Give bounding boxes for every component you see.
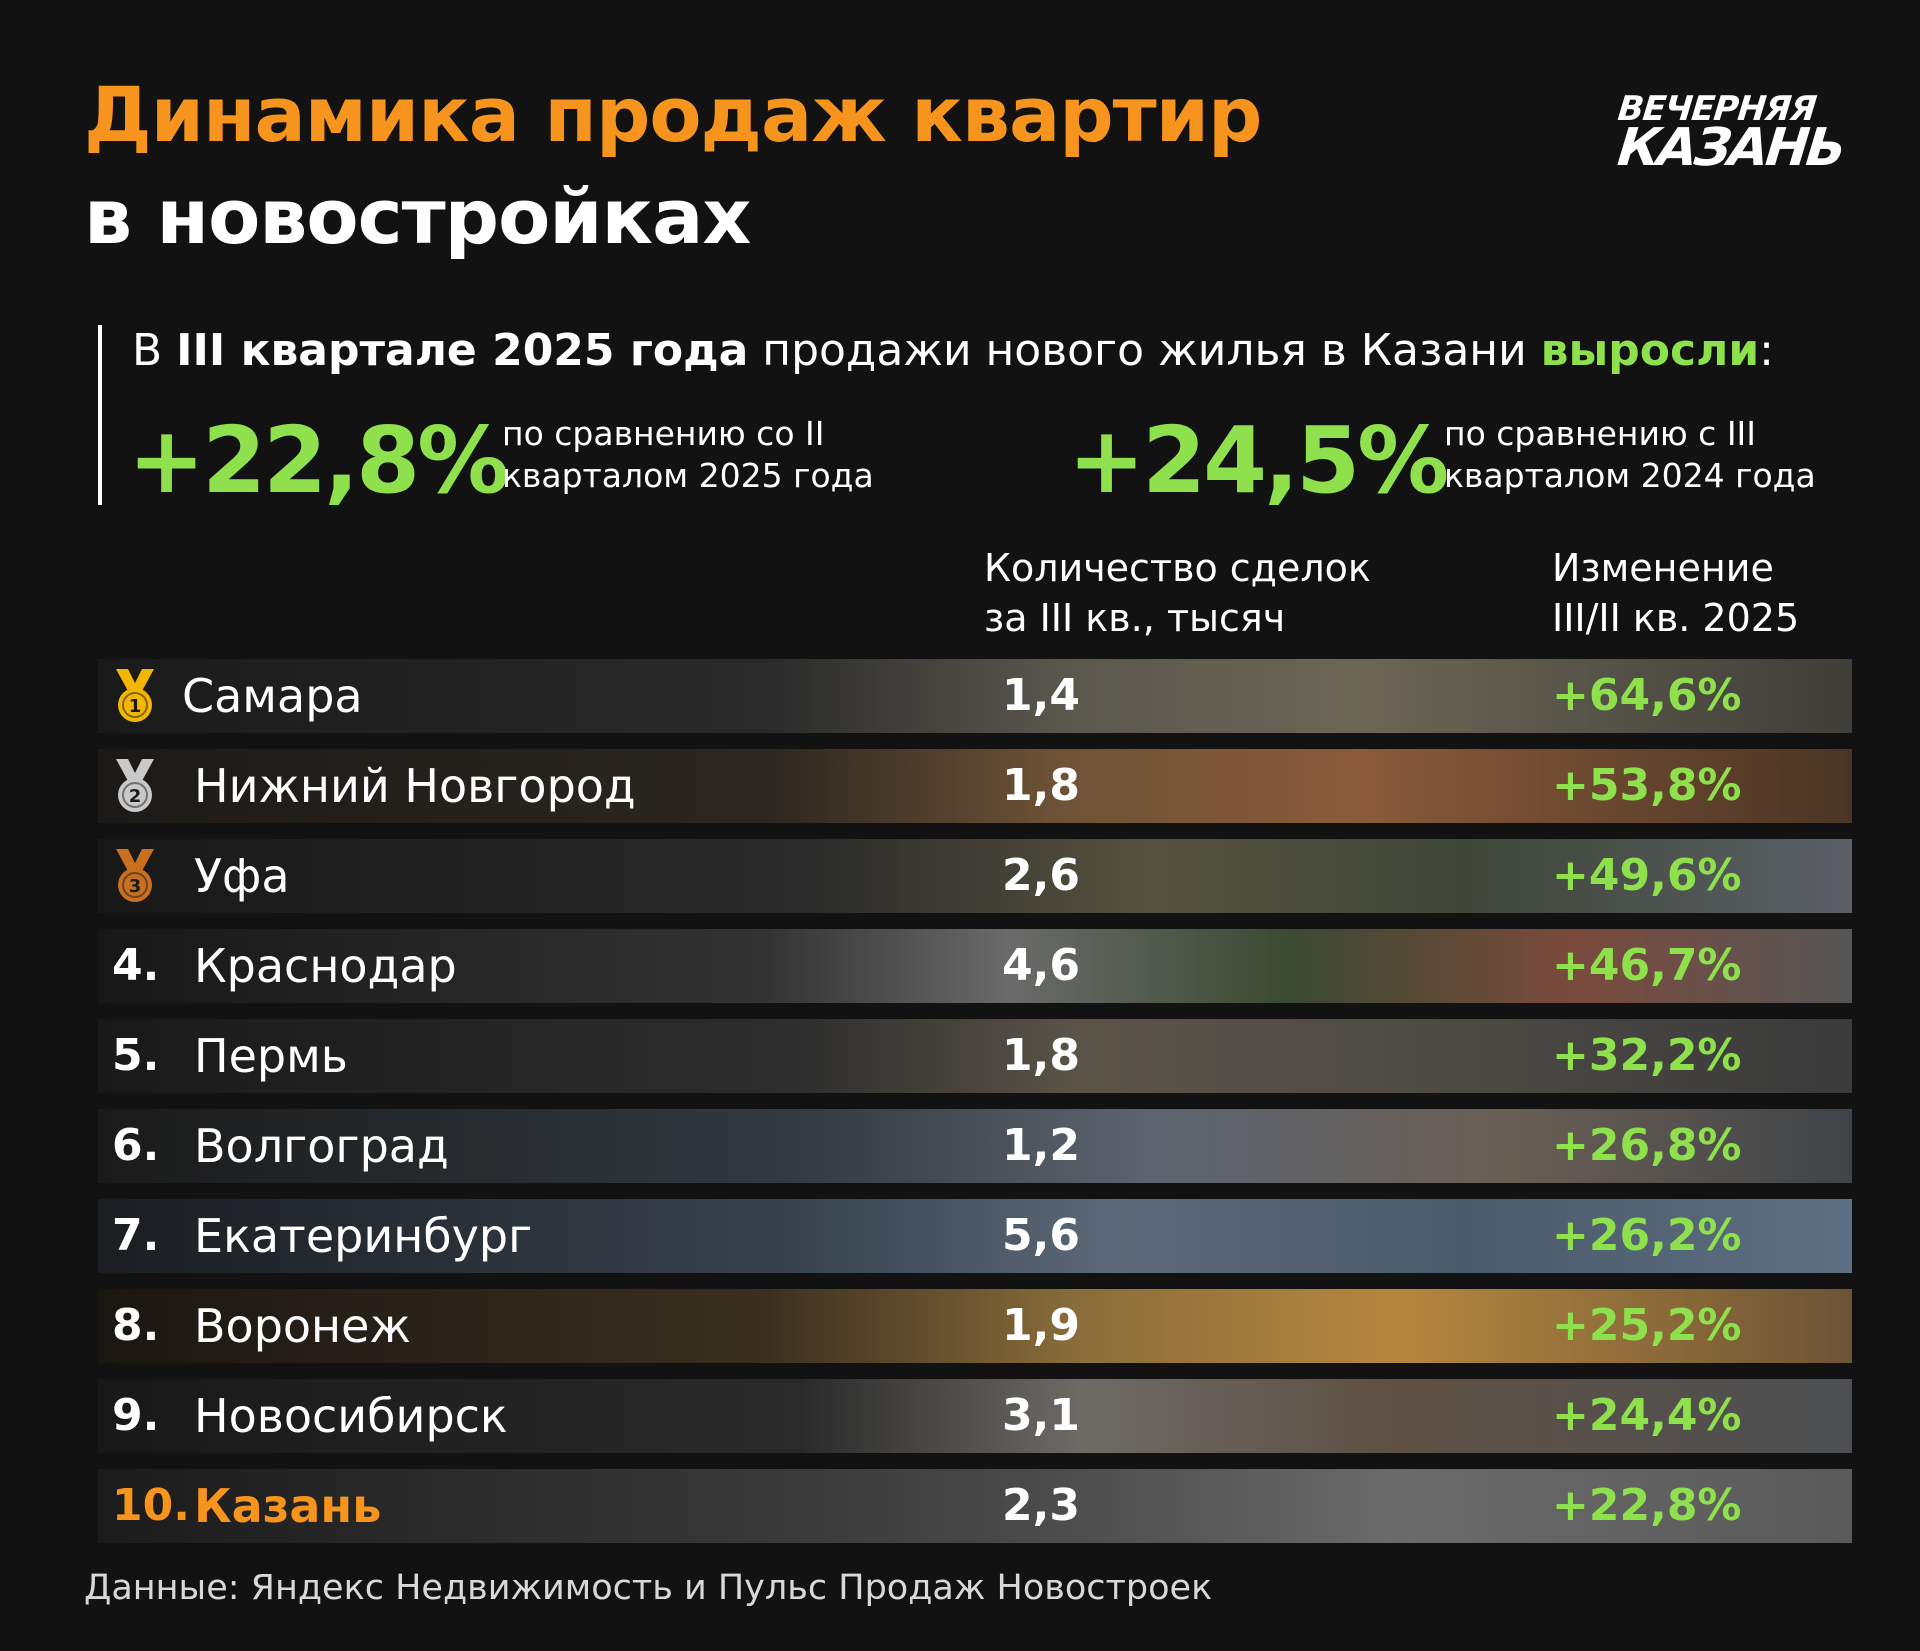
- row-deals-value: 3,1: [1002, 1390, 1080, 1441]
- row-deals-value: 1,2: [1002, 1120, 1080, 1171]
- row-rank: 5.: [112, 1030, 160, 1081]
- row-deals-value: 1,8: [1002, 760, 1080, 811]
- row-city-photo: [98, 659, 1852, 733]
- row-rank: 7.: [112, 1210, 160, 1261]
- row-change-value: +26,2%: [1552, 1210, 1742, 1261]
- summary-suffix: :: [1759, 325, 1774, 376]
- svg-text:1: 1: [129, 696, 142, 717]
- bronze-medal-icon: 3: [110, 849, 160, 905]
- stat-qoq-note-line-1: по сравнению со II: [502, 414, 825, 453]
- row-city: Пермь: [194, 1029, 348, 1083]
- row-city-photo: [98, 1199, 1852, 1273]
- silver-medal-icon: 2: [110, 759, 160, 815]
- table-row: 10. Казань 2,3 +22,8%: [98, 1469, 1852, 1543]
- row-deals-value: 2,6: [1002, 850, 1080, 901]
- row-city-photo: [98, 1469, 1852, 1543]
- svg-text:3: 3: [129, 876, 142, 897]
- row-city-photo: [98, 839, 1852, 913]
- row-deals-value: 1,4: [1002, 670, 1080, 721]
- row-deals-value: 2,3: [1002, 1480, 1080, 1531]
- row-change-value: +22,8%: [1552, 1480, 1742, 1531]
- stat-qoq-note: по сравнению со II кварталом 2025 года: [502, 413, 874, 497]
- row-rank: 10.: [112, 1480, 190, 1531]
- row-change-value: +32,2%: [1552, 1030, 1742, 1081]
- row-change-value: +24,4%: [1552, 1390, 1742, 1441]
- row-city: Новосибирск: [194, 1389, 508, 1443]
- table-row: 3 Уфа 2,6 +49,6%: [98, 839, 1852, 913]
- stat-yoy-note-line-1: по сравнению с III: [1444, 414, 1757, 453]
- row-city-photo: [98, 1019, 1852, 1093]
- publisher-logo: ВЕЧЕРНЯЯ КАЗАНЬ: [1614, 89, 1847, 178]
- row-change-value: +25,2%: [1552, 1300, 1742, 1351]
- deals-header-line-2: за III кв., тысяч: [984, 596, 1286, 640]
- change-header-line-2: III/II кв. 2025: [1552, 596, 1800, 640]
- row-city: Краснодар: [194, 939, 457, 993]
- table-row: 6. Волгоград 1,2 +26,8%: [98, 1109, 1852, 1183]
- row-deals-value: 4,6: [1002, 940, 1080, 991]
- logo-line-2: КАЗАНЬ: [1614, 118, 1847, 178]
- table-row: 9. Новосибирск 3,1 +24,4%: [98, 1379, 1852, 1453]
- row-city: Самара: [182, 669, 363, 723]
- row-city-photo: [98, 1109, 1852, 1183]
- gold-medal-icon: 1: [110, 669, 160, 725]
- row-change-value: +46,7%: [1552, 940, 1742, 991]
- summary-period: III квартале 2025 года: [176, 325, 749, 376]
- row-deals-value: 5,6: [1002, 1210, 1080, 1261]
- row-rank: 6.: [112, 1120, 160, 1171]
- stat-yoy-value: +24,5%: [1068, 407, 1449, 514]
- summary-prefix: В: [132, 325, 177, 376]
- row-city: Уфа: [194, 849, 290, 903]
- title-line-1: Динамика продаж квартир: [84, 70, 1262, 159]
- stat-yoy-note: по сравнению с III кварталом 2024 года: [1444, 413, 1816, 497]
- summary-highlight: выросли: [1540, 325, 1760, 376]
- row-city-photo: [98, 1379, 1852, 1453]
- table-row: 8. Воронеж 1,9 +25,2%: [98, 1289, 1852, 1363]
- title-line-2: в новостройках: [84, 172, 751, 261]
- table-row: 5. Пермь 1,8 +32,2%: [98, 1019, 1852, 1093]
- summary-middle: продажи нового жилья в Казани: [748, 325, 1541, 376]
- stat-qoq-value: +22,8%: [128, 407, 509, 514]
- change-column-header: Изменение III/II кв. 2025: [1552, 543, 1799, 643]
- row-change-value: +64,6%: [1552, 670, 1742, 721]
- row-change-value: +53,8%: [1552, 760, 1742, 811]
- row-change-value: +26,8%: [1552, 1120, 1742, 1171]
- table-row: 7. Екатеринбург 5,6 +26,2%: [98, 1199, 1852, 1273]
- row-city: Нижний Новгород: [194, 759, 636, 813]
- deals-column-header: Количество сделок за III кв., тысяч: [984, 543, 1371, 643]
- row-city-photo: [98, 929, 1852, 1003]
- row-city: Екатеринбург: [194, 1209, 533, 1263]
- summary-text: В III квартале 2025 года продажи нового …: [132, 325, 1774, 376]
- row-city-photo: [98, 749, 1852, 823]
- row-rank: 9.: [112, 1390, 160, 1441]
- data-source: Данные: Яндекс Недвижимость и Пульс Прод…: [84, 1568, 1213, 1608]
- row-city: Казань: [194, 1479, 382, 1533]
- row-deals-value: 1,9: [1002, 1300, 1080, 1351]
- deals-header-line-1: Количество сделок: [984, 546, 1371, 590]
- stat-yoy-note-line-2: кварталом 2024 года: [1444, 456, 1816, 495]
- row-rank: 8.: [112, 1300, 160, 1351]
- summary-block: В III квартале 2025 года продажи нового …: [98, 325, 1816, 514]
- row-change-value: +49,6%: [1552, 850, 1742, 901]
- table-row: 2 Нижний Новгород 1,8 +53,8%: [98, 749, 1852, 823]
- row-deals-value: 1,8: [1002, 1030, 1080, 1081]
- stat-qoq-note-line-2: кварталом 2025 года: [502, 456, 874, 495]
- row-city: Волгоград: [194, 1119, 449, 1173]
- svg-text:2: 2: [129, 786, 142, 807]
- row-rank: 4.: [112, 940, 160, 991]
- change-header-line-1: Изменение: [1552, 546, 1774, 590]
- row-city: Воронеж: [194, 1299, 411, 1353]
- table-row: 4. Краснодар 4,6 +46,7%: [98, 929, 1852, 1003]
- table-row: 1 Самара 1,4 +64,6%: [98, 659, 1852, 733]
- row-city-photo: [98, 1289, 1852, 1363]
